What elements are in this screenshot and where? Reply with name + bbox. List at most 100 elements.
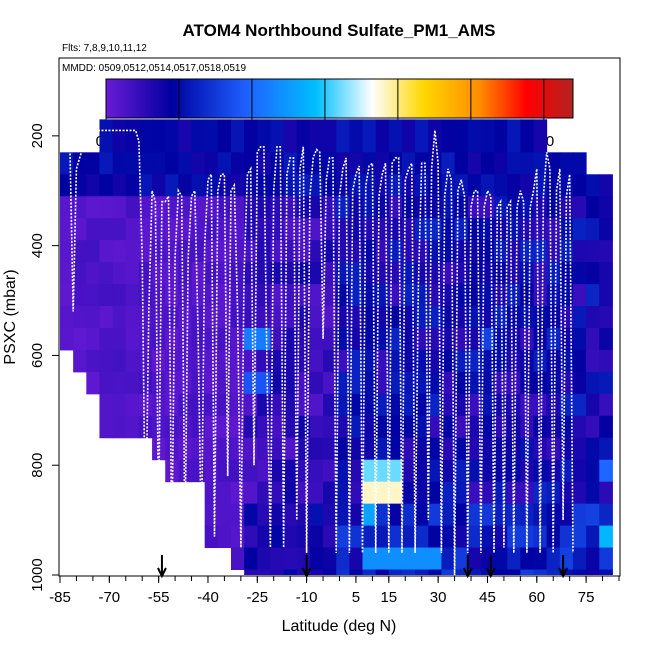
heatmap-cell bbox=[507, 371, 521, 395]
heatmap-cell bbox=[230, 371, 245, 395]
heatmap-cell bbox=[375, 481, 390, 505]
heatmap-cell bbox=[244, 437, 258, 461]
heatmap-cell bbox=[415, 327, 429, 351]
heatmap-cell bbox=[191, 459, 206, 483]
heatmap-cell bbox=[257, 327, 271, 351]
heatmap-cell bbox=[178, 284, 193, 307]
heatmap-cell bbox=[507, 327, 521, 351]
heatmap-cell bbox=[244, 306, 258, 329]
heatmap-cell bbox=[165, 437, 179, 461]
heatmap-cell bbox=[152, 218, 166, 241]
heatmap-cell bbox=[428, 152, 442, 175]
chart-title: ATOM4 Northbound Sulfate_PM1_AMS bbox=[183, 21, 496, 40]
heatmap-cell bbox=[125, 393, 140, 417]
heatmap-cell bbox=[401, 349, 416, 373]
heatmap-cell bbox=[178, 393, 193, 417]
heatmap-cell bbox=[138, 393, 153, 417]
heatmap-cell bbox=[599, 569, 613, 575]
heatmap-cell bbox=[244, 415, 258, 439]
heatmap-cell bbox=[112, 196, 127, 219]
heatmap-cell bbox=[520, 196, 535, 219]
heatmap-cell bbox=[362, 415, 377, 439]
heatmap-cell bbox=[546, 349, 561, 373]
heatmap-cell bbox=[494, 459, 508, 483]
heatmap-cell bbox=[217, 119, 232, 153]
arrow-head bbox=[558, 567, 568, 579]
heatmap-cell bbox=[165, 349, 179, 373]
heatmap-cell bbox=[165, 306, 179, 329]
heatmap-cell bbox=[428, 327, 442, 351]
heatmap-cell bbox=[165, 152, 179, 175]
heatmap-cell bbox=[270, 481, 285, 505]
heatmap-cell bbox=[599, 327, 613, 351]
heatmap-cell bbox=[520, 174, 535, 197]
heatmap-cell bbox=[191, 174, 206, 197]
heatmap-cell bbox=[494, 349, 508, 373]
heatmap-cell bbox=[309, 569, 324, 575]
heatmap-cell bbox=[388, 547, 403, 571]
heatmap-cell bbox=[309, 152, 324, 175]
y-tick-label: 200 bbox=[29, 123, 46, 148]
heatmap-cell bbox=[296, 371, 311, 395]
heatmap-cell bbox=[572, 218, 587, 241]
heatmap-cell bbox=[559, 525, 574, 549]
heatmap-cell bbox=[454, 240, 469, 263]
heatmap-cell bbox=[599, 415, 613, 439]
heatmap-cell bbox=[296, 349, 311, 373]
heatmap-cell bbox=[507, 393, 521, 417]
heatmap-cell bbox=[362, 284, 377, 307]
heatmap-cell bbox=[572, 393, 587, 417]
heatmap-cell bbox=[362, 437, 377, 461]
heatmap-cell bbox=[375, 459, 390, 483]
heatmap-cell bbox=[441, 525, 456, 549]
heatmap-cell bbox=[86, 349, 100, 373]
x-tick-label: -25 bbox=[246, 589, 268, 606]
heatmap-cell bbox=[309, 174, 324, 197]
heatmap-cell bbox=[480, 371, 495, 395]
heatmap-cell bbox=[454, 459, 469, 483]
heatmap-cell bbox=[230, 218, 245, 241]
heatmap-cell bbox=[507, 174, 521, 197]
heatmap-cell bbox=[60, 218, 74, 241]
heatmap-cell bbox=[244, 119, 258, 153]
heatmap-cell bbox=[296, 459, 311, 483]
heatmap-cell bbox=[257, 415, 271, 439]
heatmap-cell bbox=[467, 218, 482, 241]
heatmap-cell bbox=[217, 349, 232, 373]
arrow-head bbox=[485, 567, 496, 579]
heatmap-cell bbox=[375, 327, 390, 351]
heatmap-cell bbox=[362, 481, 377, 505]
heatmap-cell bbox=[73, 327, 87, 351]
heatmap-cell bbox=[86, 174, 100, 197]
heatmap-cell bbox=[283, 284, 298, 307]
heatmap-cell bbox=[572, 262, 587, 285]
heatmap-cell bbox=[546, 196, 561, 219]
heatmap-cell bbox=[401, 119, 416, 153]
heatmap-cell bbox=[349, 459, 364, 483]
heatmap-cell bbox=[125, 349, 140, 373]
heatmap-cell bbox=[217, 306, 232, 329]
heatmap-cell bbox=[178, 371, 193, 395]
heatmap-cell bbox=[454, 371, 469, 395]
heatmap-cell bbox=[415, 503, 429, 527]
heatmap-cell bbox=[191, 262, 206, 285]
heatmap-cell bbox=[309, 284, 324, 307]
heatmap-cell bbox=[599, 306, 613, 329]
heatmap-cell bbox=[559, 481, 574, 505]
heatmap-cell bbox=[296, 306, 311, 329]
heatmap-cell bbox=[454, 415, 469, 439]
heatmap-cell bbox=[244, 371, 258, 395]
heatmap-cell bbox=[428, 415, 442, 439]
heatmap-cell bbox=[191, 393, 206, 417]
x-tick-label: -85 bbox=[49, 589, 71, 606]
heatmap-cell bbox=[401, 437, 416, 461]
heatmap-cell bbox=[309, 240, 324, 263]
heatmap-cell bbox=[401, 284, 416, 307]
heatmap-cell bbox=[480, 152, 495, 175]
heatmap-cell bbox=[388, 503, 403, 527]
heatmap-cell bbox=[165, 371, 179, 395]
heatmap-cell bbox=[428, 547, 442, 571]
heatmap-cell bbox=[520, 240, 535, 263]
heatmap-cell bbox=[270, 152, 285, 175]
heatmap-cell bbox=[362, 218, 377, 241]
